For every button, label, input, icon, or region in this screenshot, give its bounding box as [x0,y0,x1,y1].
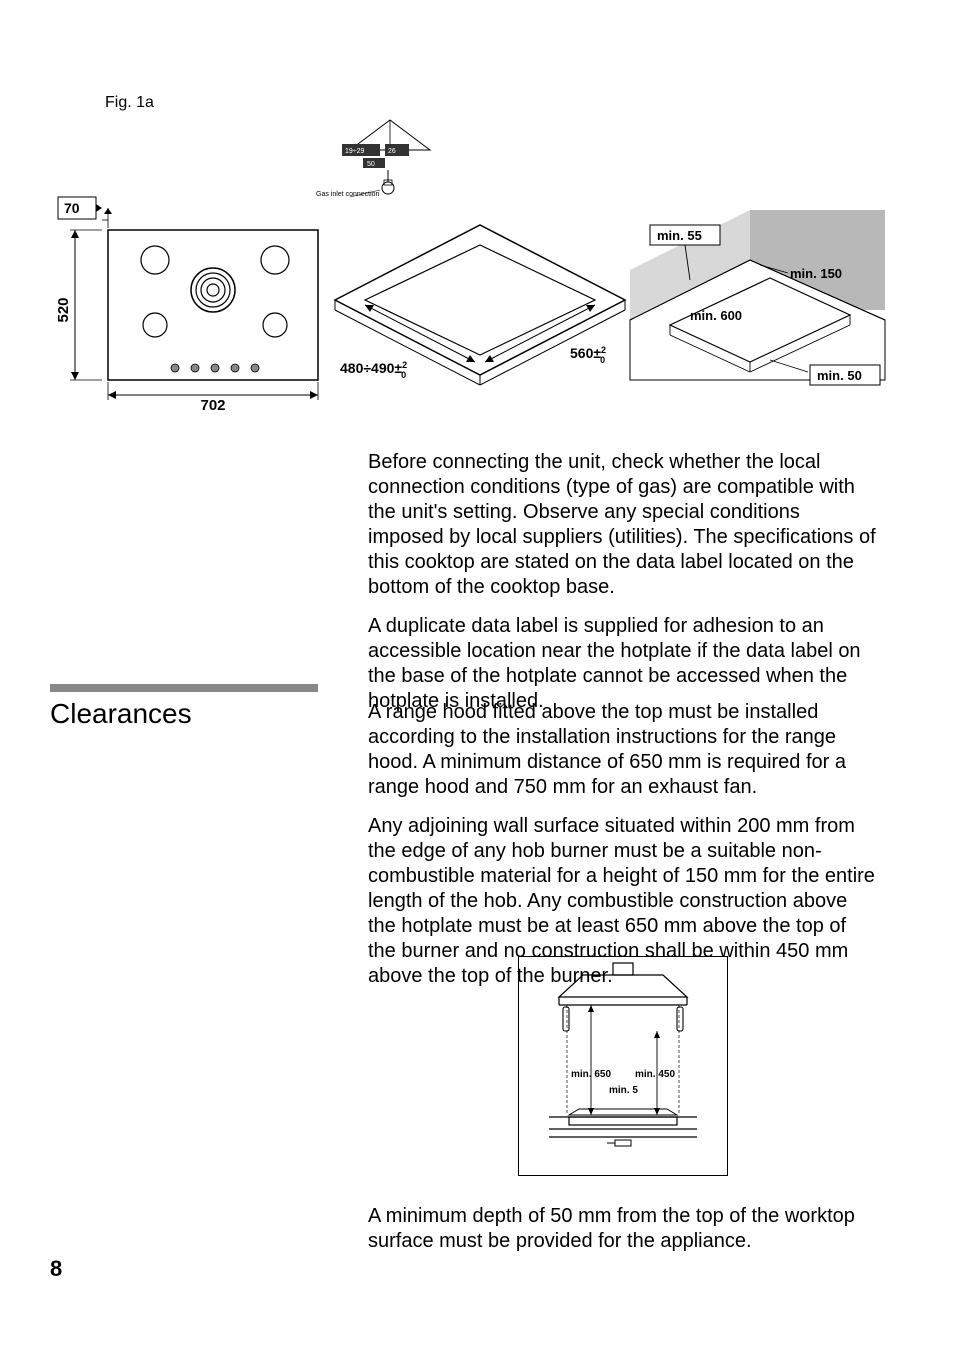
min-150: min. 150 [790,266,842,281]
clearances-heading: Clearances [50,698,192,730]
bottom-text-block: A minimum depth of 50 mm from the top of… [368,1204,878,1254]
diagram-left: 70 [55,197,318,410]
intro-text-block: Before connecting the unit, check whethe… [368,450,878,728]
page-number: 8 [50,1256,62,1282]
clearance-elevation-diagram: min. 650 min. 450 min. 5 [518,956,728,1176]
min-600: min. 600 [690,308,742,323]
tab-70-label: 70 [64,200,80,216]
technical-diagrams-svg: 70 [50,110,890,410]
min-55: min. 55 [657,228,702,243]
dim-19-29: 19÷29 [345,148,365,155]
diagram-right: min. 55 min. 150 min. 600 min. 50 [630,210,885,385]
diagrams-row: 70 [50,110,890,410]
bottom-paragraph: A minimum depth of 50 mm from the top of… [368,1204,878,1254]
dim-520: 520 [55,297,72,322]
min-50: min. 50 [817,368,862,383]
min-650: min. 650 [571,1069,611,1080]
dim-480-490: 480÷490±20 [340,360,407,380]
intro-paragraph-1: Before connecting the unit, check whethe… [368,450,878,600]
dim-26: 26 [388,148,396,155]
min-5: min. 5 [609,1085,638,1096]
page: Fig. 1a 70 [0,0,954,1352]
diagram-middle: 19÷29 26 50 Gas inlet connection [316,120,625,385]
dim-560: 560±20 [570,345,606,365]
intro-paragraph-2: A duplicate data label is supplied for a… [368,614,878,714]
dim-702: 702 [200,397,225,410]
min-450: min. 450 [635,1069,675,1080]
clearance-paragraph-1: A range hood fitted above the top must b… [368,700,878,800]
dim-50: 50 [367,161,375,168]
section-divider-bar [50,684,318,692]
